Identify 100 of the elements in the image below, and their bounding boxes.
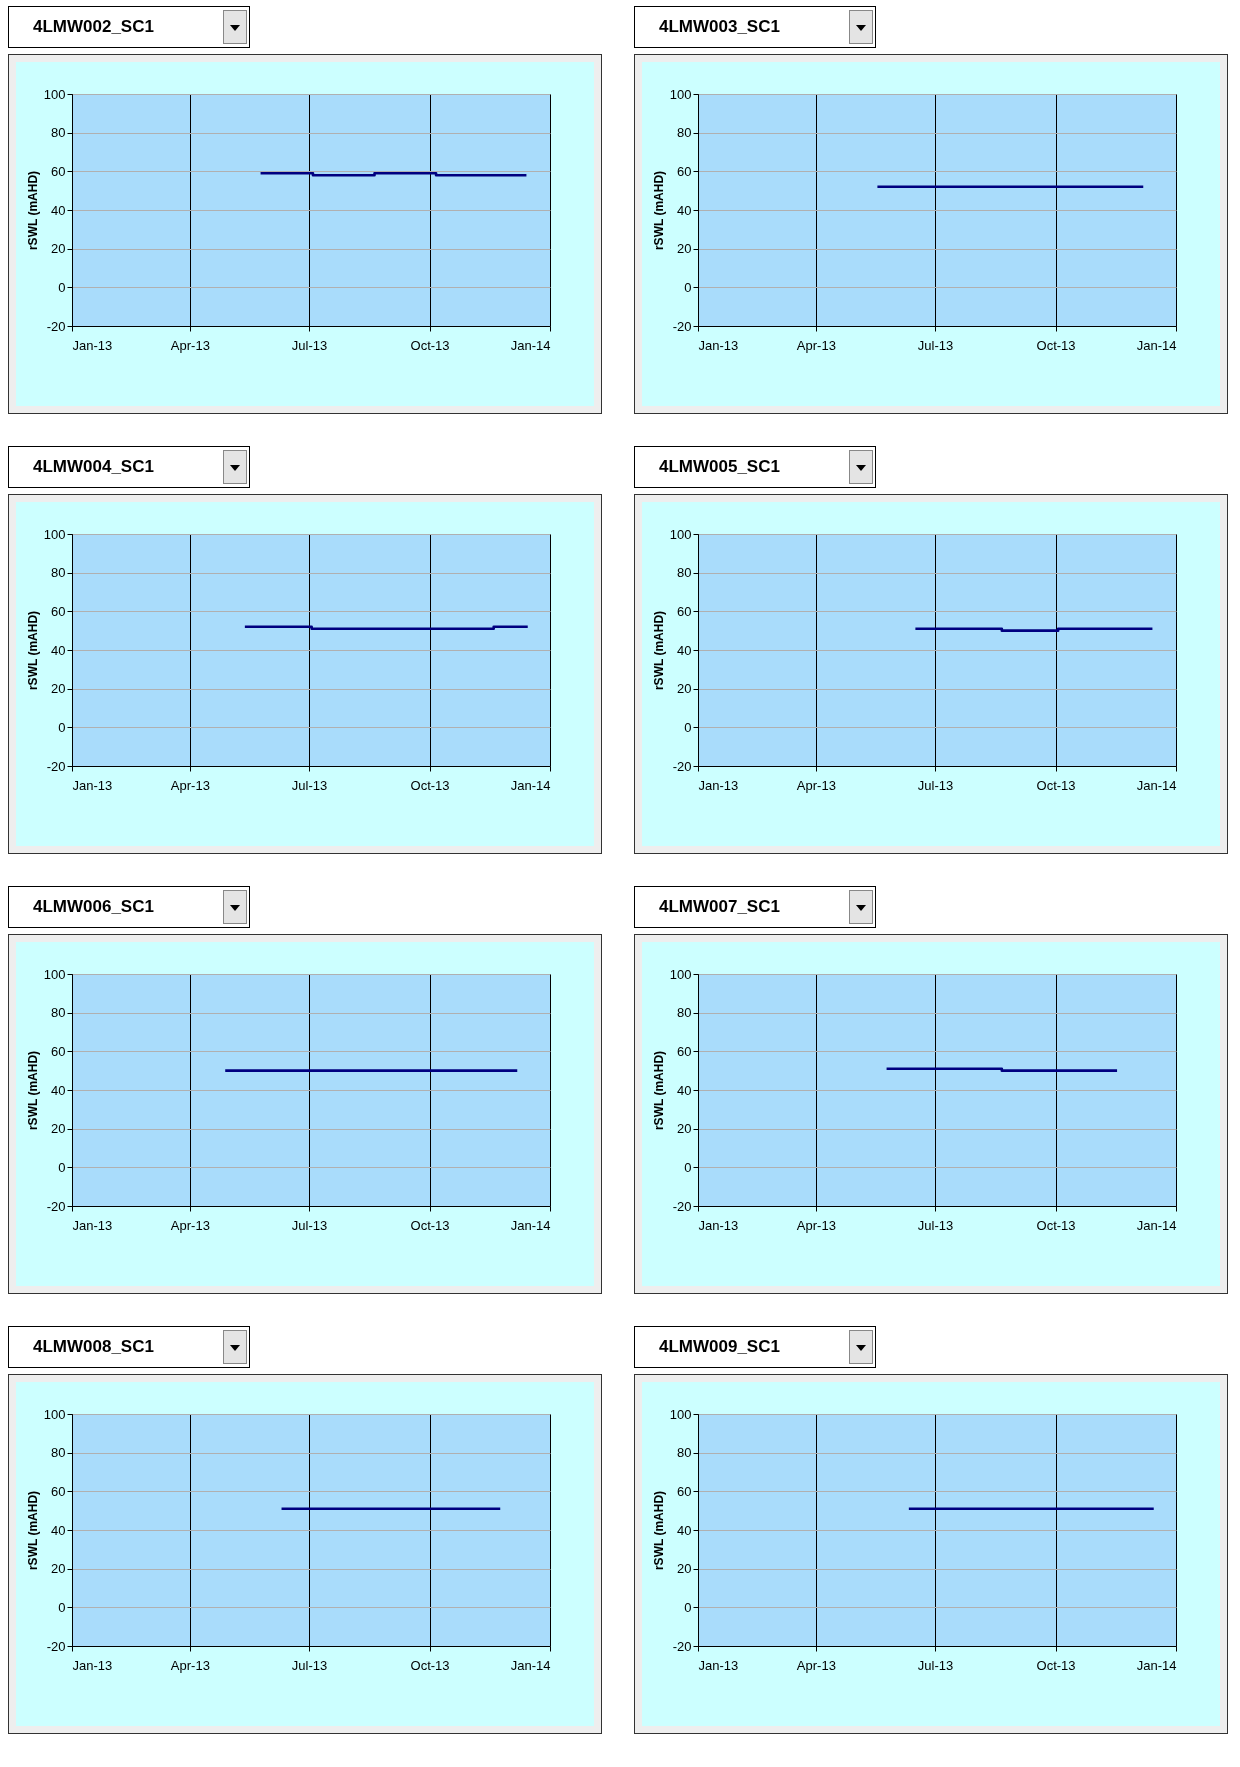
y-tick-label: 80 bbox=[51, 1005, 66, 1021]
x-tick-label: Jan-13 bbox=[698, 1217, 739, 1233]
x-tick-label: Oct-13 bbox=[410, 1657, 450, 1673]
y-tick-label: 80 bbox=[677, 1005, 692, 1021]
x-tick-label: Apr-13 bbox=[170, 1217, 210, 1233]
y-tick-label: 60 bbox=[677, 1043, 692, 1059]
y-tick-label: 0 bbox=[684, 279, 692, 295]
x-tick-label: Jul-13 bbox=[917, 777, 954, 793]
y-tick-label: 100 bbox=[669, 966, 692, 982]
y-axis-title: rSWL (mAHD) bbox=[651, 1050, 666, 1131]
y-tick-label: 60 bbox=[51, 603, 66, 619]
y-tick-label: 80 bbox=[677, 1445, 692, 1461]
x-tick-label: Oct-13 bbox=[410, 337, 450, 353]
x-tick-label: Apr-13 bbox=[796, 1657, 836, 1673]
y-tick-label: 60 bbox=[51, 163, 66, 179]
y-tick-label: 20 bbox=[51, 681, 66, 697]
x-tick-label: Jul-13 bbox=[917, 1657, 954, 1673]
y-tick-label: 20 bbox=[51, 1561, 66, 1577]
x-tick-label: Oct-13 bbox=[410, 777, 450, 793]
y-tick-label: 0 bbox=[58, 719, 66, 735]
x-tick-label: Jan-14 bbox=[510, 1657, 551, 1673]
y-tick-label: 20 bbox=[51, 1121, 66, 1137]
y-tick-label: 100 bbox=[669, 1406, 692, 1422]
y-tick-label: -20 bbox=[672, 1198, 692, 1214]
chart-title: 4LMW005_SC1 bbox=[658, 457, 781, 477]
x-tick-label: Oct-13 bbox=[1036, 1657, 1076, 1673]
y-tick-label: -20 bbox=[672, 1638, 692, 1654]
y-tick-label: 40 bbox=[677, 202, 692, 218]
y-tick-label: 40 bbox=[51, 202, 66, 218]
x-tick-label: Oct-13 bbox=[1036, 777, 1076, 793]
x-tick-label: Apr-13 bbox=[170, 777, 210, 793]
chart-title: 4LMW004_SC1 bbox=[32, 457, 155, 477]
chart-title: 4LMW007_SC1 bbox=[658, 897, 781, 917]
x-tick-label: Jul-13 bbox=[291, 777, 328, 793]
y-tick-label: 40 bbox=[51, 1522, 66, 1538]
y-tick-label: 20 bbox=[677, 1121, 692, 1137]
y-tick-label: 20 bbox=[677, 1561, 692, 1577]
x-tick-label: Jan-14 bbox=[1136, 1217, 1177, 1233]
x-tick-label: Jan-14 bbox=[510, 337, 551, 353]
y-axis-title: rSWL (mAHD) bbox=[651, 1490, 666, 1571]
y-tick-label: -20 bbox=[672, 758, 692, 774]
y-tick-label: -20 bbox=[46, 318, 66, 334]
y-tick-label: 20 bbox=[677, 241, 692, 257]
y-axis-title: rSWL (mAHD) bbox=[25, 170, 40, 251]
y-tick-label: 100 bbox=[43, 526, 66, 542]
y-axis-title: rSWL (mAHD) bbox=[25, 1050, 40, 1131]
y-tick-label: 0 bbox=[58, 279, 66, 295]
x-tick-label: Oct-13 bbox=[1036, 337, 1076, 353]
x-tick-label: Apr-13 bbox=[170, 1657, 210, 1673]
y-tick-label: -20 bbox=[46, 758, 66, 774]
x-tick-label: Apr-13 bbox=[796, 777, 836, 793]
chart-title: 4LMW006_SC1 bbox=[32, 897, 155, 917]
x-tick-label: Jul-13 bbox=[291, 337, 328, 353]
x-tick-label: Jan-13 bbox=[72, 777, 113, 793]
y-tick-label: 0 bbox=[684, 1599, 692, 1615]
x-tick-label: Apr-13 bbox=[796, 1217, 836, 1233]
y-tick-label: 80 bbox=[51, 1445, 66, 1461]
y-tick-label: 60 bbox=[677, 163, 692, 179]
y-tick-label: -20 bbox=[672, 318, 692, 334]
x-tick-label: Jan-13 bbox=[698, 777, 739, 793]
x-tick-label: Jan-13 bbox=[72, 1217, 113, 1233]
x-tick-label: Oct-13 bbox=[410, 1217, 450, 1233]
y-axis-title: rSWL (mAHD) bbox=[651, 170, 666, 251]
y-tick-label: 20 bbox=[51, 241, 66, 257]
y-tick-label: 60 bbox=[51, 1483, 66, 1499]
y-tick-label: 80 bbox=[51, 125, 66, 141]
chart-title: 4LMW003_SC1 bbox=[658, 17, 781, 37]
y-tick-label: 0 bbox=[58, 1159, 66, 1175]
y-axis-title: rSWL (mAHD) bbox=[25, 1490, 40, 1571]
x-tick-label: Jan-14 bbox=[510, 777, 551, 793]
y-tick-label: 60 bbox=[51, 1043, 66, 1059]
y-tick-label: 80 bbox=[677, 565, 692, 581]
y-tick-label: 20 bbox=[677, 681, 692, 697]
y-axis-title: rSWL (mAHD) bbox=[651, 610, 666, 691]
chart-title: 4LMW002_SC1 bbox=[32, 17, 155, 37]
y-tick-label: 0 bbox=[684, 719, 692, 735]
x-tick-label: Jul-13 bbox=[291, 1657, 328, 1673]
y-tick-label: 100 bbox=[669, 526, 692, 542]
y-tick-label: 100 bbox=[43, 86, 66, 102]
x-tick-label: Jan-14 bbox=[510, 1217, 551, 1233]
y-tick-label: 80 bbox=[677, 125, 692, 141]
y-tick-label: 80 bbox=[51, 565, 66, 581]
x-tick-label: Jan-13 bbox=[698, 1657, 739, 1673]
y-tick-label: 40 bbox=[51, 1082, 66, 1098]
y-tick-label: 40 bbox=[677, 1522, 692, 1538]
y-tick-label: 60 bbox=[677, 1483, 692, 1499]
x-tick-label: Jan-13 bbox=[72, 337, 113, 353]
x-tick-label: Jan-14 bbox=[1136, 1657, 1177, 1673]
x-tick-label: Jan-13 bbox=[72, 1657, 113, 1673]
x-tick-label: Oct-13 bbox=[1036, 1217, 1076, 1233]
chart-title: 4LMW008_SC1 bbox=[32, 1337, 155, 1357]
y-tick-label: 40 bbox=[51, 642, 66, 658]
x-tick-label: Apr-13 bbox=[796, 337, 836, 353]
x-tick-label: Jul-13 bbox=[917, 337, 954, 353]
y-tick-label: 0 bbox=[684, 1159, 692, 1175]
y-tick-label: 100 bbox=[43, 1406, 66, 1422]
x-tick-label: Jul-13 bbox=[291, 1217, 328, 1233]
y-tick-label: 100 bbox=[669, 86, 692, 102]
x-tick-label: Jan-13 bbox=[698, 337, 739, 353]
x-tick-label: Jul-13 bbox=[917, 1217, 954, 1233]
